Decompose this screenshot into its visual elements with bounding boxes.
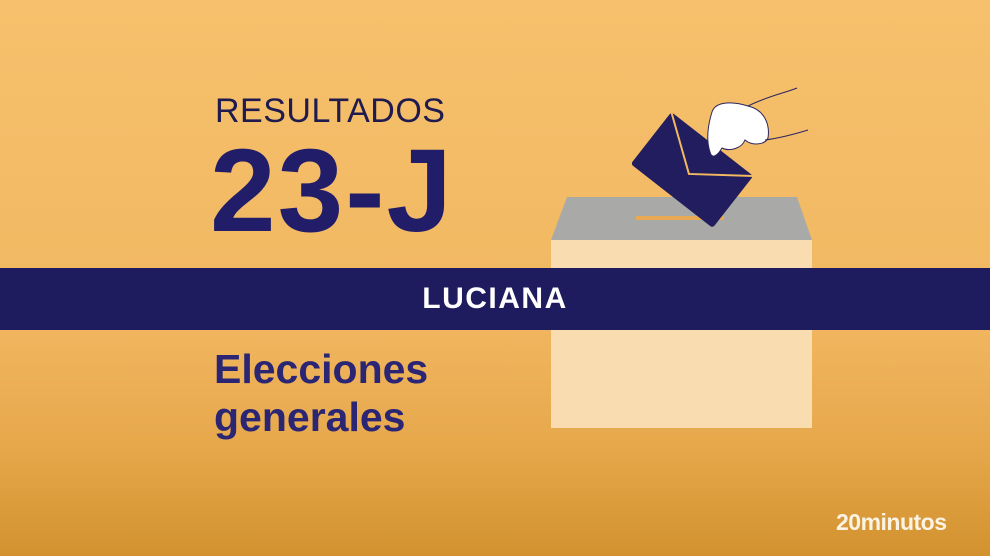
- hand-icon: [707, 87, 809, 157]
- location-name: LUCIANA: [422, 282, 568, 315]
- results-kicker: RESULTADOS: [215, 92, 446, 130]
- election-title: 23-J: [210, 125, 455, 257]
- envelope-icon: [631, 111, 754, 227]
- subtitle-line-2: generales: [214, 394, 406, 440]
- location-banner: [0, 268, 990, 330]
- subtitle-line-1: Elecciones: [214, 346, 429, 392]
- brand-logo: 20minutos: [836, 509, 947, 535]
- election-subtitle: Elecciones generales: [214, 345, 428, 441]
